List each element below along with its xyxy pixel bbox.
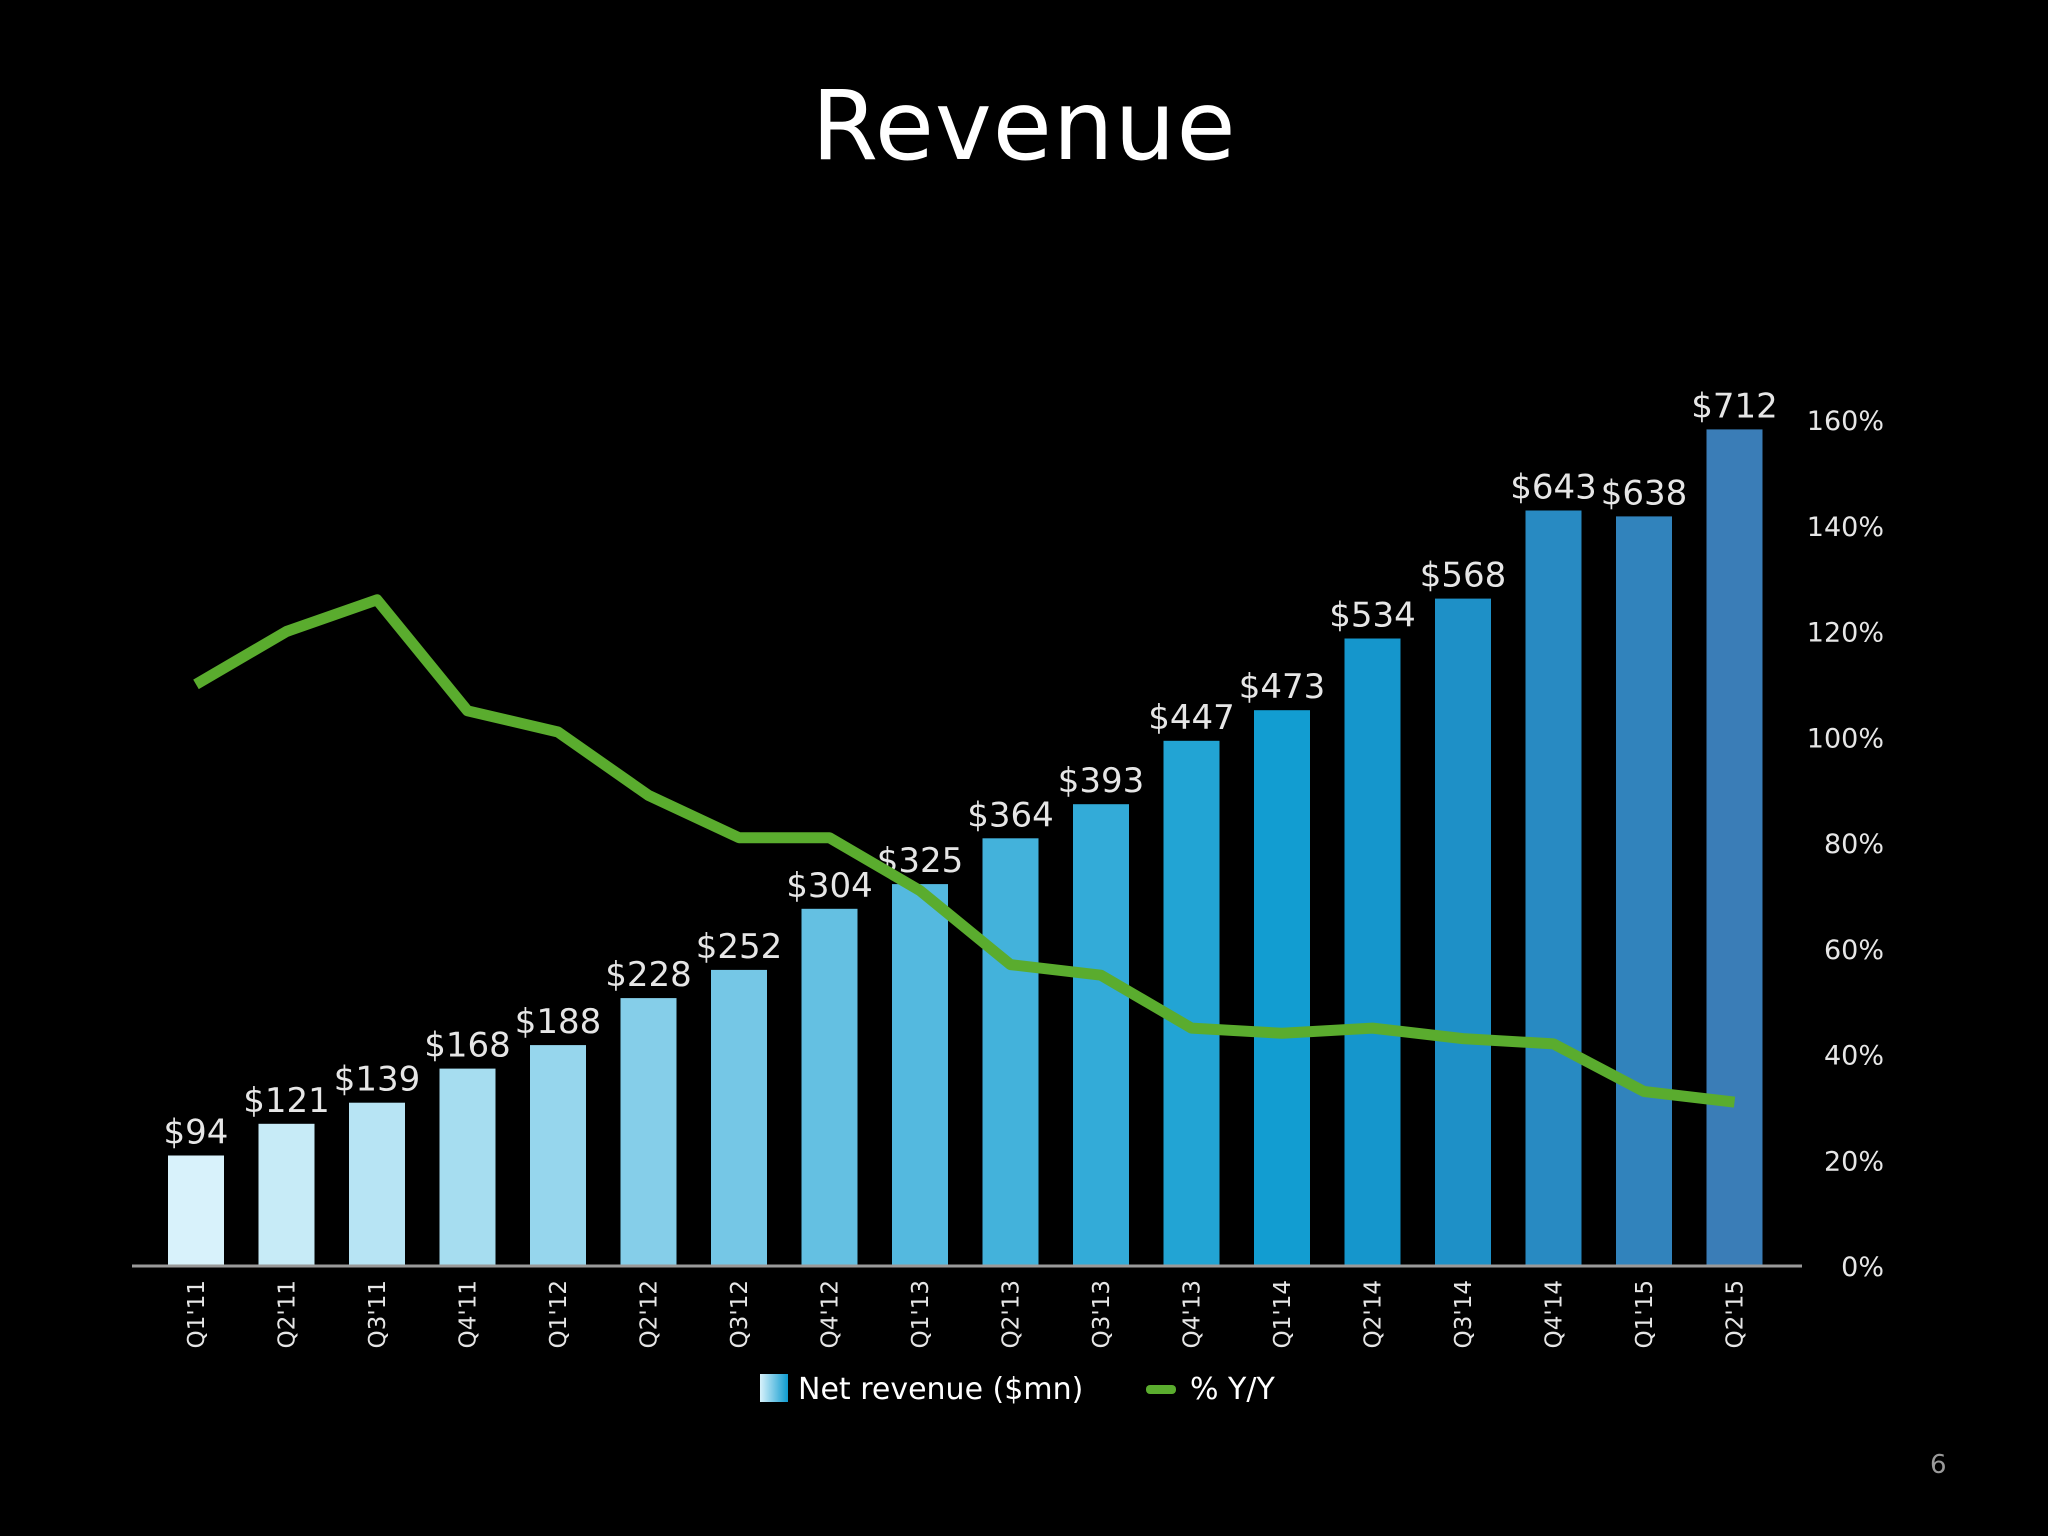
legend-swatch-yoy	[1146, 1385, 1176, 1394]
bar-Q4'13	[1164, 741, 1220, 1266]
bar-Q4'14	[1526, 511, 1582, 1267]
bar-Q3'14	[1435, 599, 1491, 1266]
x-tick-label: Q4'14	[1542, 1280, 1568, 1348]
bar-Q1'15	[1616, 516, 1672, 1266]
x-tick-label: Q3'13	[1089, 1280, 1115, 1348]
bar-Q2'14	[1345, 639, 1401, 1267]
bar-value-label: $568	[1420, 556, 1507, 596]
bar-value-label: $534	[1329, 596, 1416, 636]
bar-value-label: $304	[786, 866, 873, 906]
y-right-tick-labels: 0% 20% 40% 60% 80% 100% 120% 140% 160%	[1807, 406, 1884, 1283]
x-tick-label: Q2'13	[999, 1280, 1025, 1348]
y-right-tick-label: 60%	[1824, 935, 1884, 966]
bar-value-label: $393	[1058, 761, 1145, 801]
x-tick-label: Q1'15	[1632, 1280, 1658, 1348]
bar-Q2'11	[259, 1124, 315, 1266]
bar-value-label: $364	[967, 795, 1054, 835]
bar-value-label: $168	[424, 1026, 511, 1066]
y-right-tick-label: 20%	[1824, 1146, 1884, 1177]
bar-value-label: $121	[243, 1081, 330, 1121]
x-tick-label: Q3'12	[727, 1280, 753, 1348]
bar-value-label: $447	[1148, 698, 1235, 738]
bar-Q2'13	[983, 838, 1039, 1266]
bar-value-label: $139	[334, 1060, 421, 1100]
legend: Net revenue ($mn) % Y/Y	[760, 1372, 1275, 1407]
bar-Q4'11	[440, 1069, 496, 1266]
bar-Q3'11	[349, 1103, 405, 1266]
bar-value-label: $228	[605, 955, 692, 995]
x-tick-label: Q2'14	[1361, 1280, 1387, 1348]
bar-value-label: $643	[1510, 468, 1597, 508]
y-right-tick-label: 0%	[1841, 1252, 1884, 1283]
bar-value-label: $638	[1601, 473, 1688, 513]
bar-Q1'13	[892, 884, 948, 1266]
bar-Q3'12	[711, 970, 767, 1266]
x-tick-label: Q1'11	[184, 1280, 210, 1348]
bar-value-label: $94	[164, 1113, 229, 1153]
x-tick-label: Q4'13	[1180, 1280, 1206, 1348]
x-tick-label: Q3'11	[365, 1280, 391, 1348]
bar-Q1'14	[1254, 710, 1310, 1266]
bar-Q3'13	[1073, 804, 1129, 1266]
y-right-tick-label: 80%	[1824, 829, 1884, 860]
x-tick-label: Q4'12	[818, 1280, 844, 1348]
bar-value-label: $252	[696, 927, 783, 967]
bar-Q2'12	[621, 998, 677, 1266]
page-number: 6	[1930, 1450, 1947, 1480]
x-tick-label: Q3'14	[1451, 1280, 1477, 1348]
y-right-tick-label: 120%	[1807, 618, 1884, 649]
legend-swatch-net-revenue	[760, 1374, 788, 1402]
y-right-tick-label: 100%	[1807, 723, 1884, 754]
x-tick-labels: Q1'11 Q2'11 Q3'11 Q4'11 Q1'12 Q2'12 Q3'12 Q4'12…	[184, 1280, 1749, 1348]
bar-value-label: $188	[515, 1002, 602, 1042]
bar-Q1'11	[168, 1156, 224, 1267]
legend-label-yoy: % Y/Y	[1190, 1372, 1275, 1407]
bar-value-label: $712	[1691, 386, 1778, 426]
x-tick-label: Q1'12	[546, 1280, 572, 1348]
x-tick-label: Q1'14	[1270, 1280, 1296, 1348]
x-tick-label: Q1'13	[908, 1280, 934, 1348]
bars-layer	[168, 429, 1763, 1266]
y-right-tick-label: 140%	[1807, 512, 1884, 543]
y-right-tick-label: 40%	[1824, 1041, 1884, 1072]
bar-Q4'12	[802, 909, 858, 1266]
bar-Q1'12	[530, 1045, 586, 1266]
legend-label-net-revenue: Net revenue ($mn)	[798, 1372, 1083, 1407]
x-tick-label: Q2'11	[275, 1280, 301, 1348]
bar-value-label: $473	[1239, 667, 1326, 707]
x-tick-label: Q2'15	[1723, 1280, 1749, 1348]
bar-Q2'15	[1707, 429, 1763, 1266]
x-tick-label: Q2'12	[637, 1280, 663, 1348]
x-tick-label: Q4'11	[456, 1280, 482, 1348]
y-right-tick-label: 160%	[1807, 406, 1884, 437]
